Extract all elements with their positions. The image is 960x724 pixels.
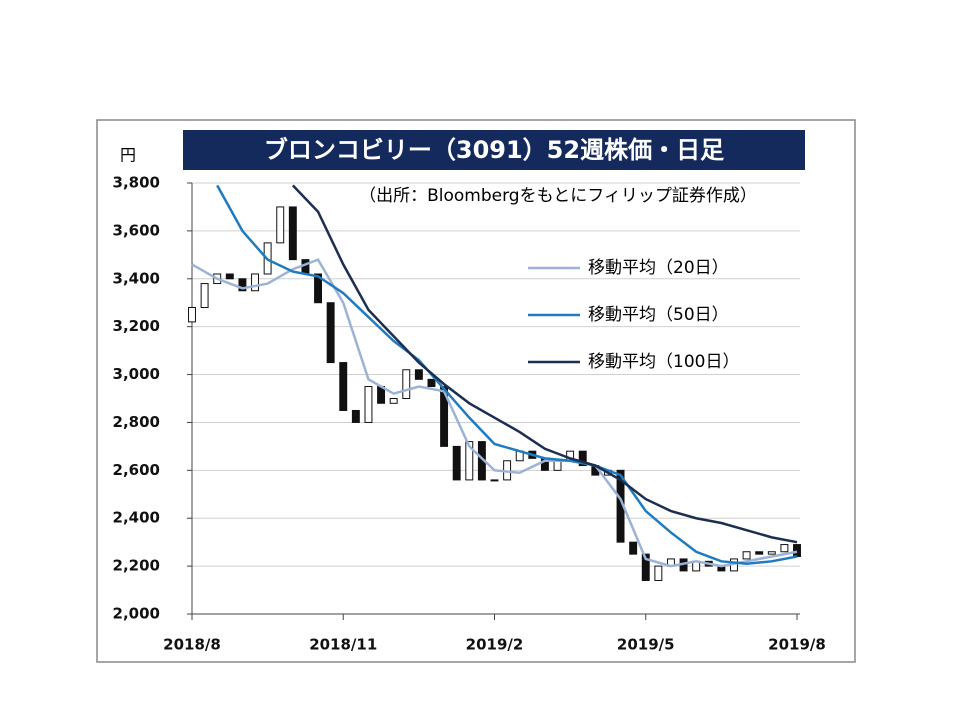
chart-title: ブロンコビリー（3091）52週株価・日足 [264, 136, 724, 164]
candle [578, 450, 587, 467]
title-box [183, 130, 805, 170]
candle [326, 302, 335, 364]
candle [188, 307, 196, 323]
candle [440, 386, 449, 447]
y-tick-label: 3,200 [113, 317, 160, 335]
y-tick-label: 3,600 [113, 221, 160, 239]
x-tick-label: 2019/8 [768, 636, 826, 654]
candle [301, 259, 310, 275]
legend-label: 移動平均（20日） [588, 258, 729, 278]
y-tick-label: 2,200 [113, 557, 160, 575]
candle [629, 541, 638, 555]
annotation: （出所：Bloombergをもとにフィリップ証券作成） [359, 186, 757, 206]
ma-line [216, 184, 798, 565]
candle [427, 378, 436, 388]
ma-line [191, 258, 798, 568]
candle [780, 544, 789, 553]
candle [288, 206, 297, 261]
x-tick-label: 2019/2 [466, 636, 524, 654]
candle [641, 553, 650, 581]
candle [389, 398, 398, 404]
x-tick-label: 2018/8 [163, 636, 221, 654]
x-tick-label: 2018/11 [309, 636, 377, 654]
candle [742, 551, 751, 560]
candle [553, 460, 562, 471]
candle [402, 369, 411, 399]
candle [793, 544, 801, 558]
y-tick-label: 2,400 [113, 509, 160, 527]
legend-label: 移動平均（100日） [588, 352, 739, 372]
candle [351, 409, 360, 423]
candle [314, 273, 323, 304]
y-axis-label: 円 [120, 146, 136, 165]
candle [465, 441, 474, 481]
candle [251, 273, 259, 292]
y-tick-label: 2,800 [113, 413, 160, 431]
ma-line [291, 184, 798, 544]
y-tick-label: 3,800 [113, 174, 160, 192]
chart-frame [96, 119, 856, 663]
x-tick-label: 2019/5 [617, 636, 675, 654]
candle [339, 362, 348, 411]
candle [414, 369, 423, 380]
legend-label: 移動平均（50日） [588, 305, 729, 325]
candle [452, 445, 461, 481]
candle [238, 278, 247, 292]
candle [654, 565, 663, 581]
candle [225, 273, 234, 280]
y-tick-label: 2,000 [113, 605, 160, 623]
y-tick-label: 2,600 [113, 461, 160, 479]
y-tick-label: 3,000 [113, 365, 160, 383]
candle [364, 386, 373, 423]
candle [755, 551, 764, 555]
candle [490, 479, 499, 482]
candle [276, 206, 285, 244]
candle [200, 283, 209, 309]
candle [767, 551, 776, 555]
y-tick-label: 3,400 [113, 269, 160, 287]
